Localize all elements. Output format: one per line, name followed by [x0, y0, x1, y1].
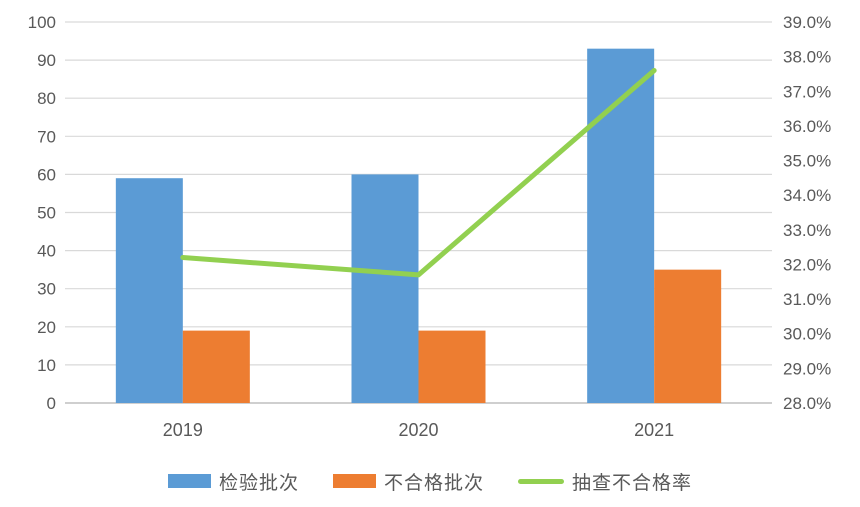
- left-axis-tick-label: 60: [37, 165, 56, 184]
- left-axis-tick-label: 70: [37, 127, 56, 146]
- left-axis-tick-label: 20: [37, 318, 56, 337]
- legend-item-failed-batches: 不合格批次: [332, 468, 484, 495]
- right-axis-tick-label: 30.0%: [783, 325, 831, 344]
- right-axis-tick-label: 33.0%: [783, 221, 831, 240]
- left-axis-tick-label: 100: [28, 13, 56, 32]
- left-axis-tick-label: 80: [37, 89, 56, 108]
- right-axis-tick-label: 34.0%: [783, 186, 831, 205]
- legend-label-failed-batches: 不合格批次: [383, 472, 484, 494]
- right-axis-tick-label: 37.0%: [783, 82, 831, 101]
- bar-inspection-batches-2021: [587, 48, 655, 404]
- right-axis-tick-label: 38.0%: [783, 48, 831, 67]
- x-axis-category-label: 2021: [634, 420, 674, 440]
- legend-swatch-failed-batches: [332, 474, 376, 488]
- bar-failed-batches-2020: [418, 330, 486, 403]
- legend-swatch-spot-check-failure-rate: [518, 478, 564, 484]
- x-axis-category-labels: 2019 2020 2021: [163, 420, 674, 440]
- bar-series: [115, 48, 722, 404]
- right-axis-tick-label: 35.0%: [783, 152, 831, 171]
- right-axis-tick-label: 32.0%: [783, 255, 831, 274]
- x-axis-category-label: 2019: [163, 420, 203, 440]
- left-axis-tick-label: 50: [37, 204, 56, 223]
- left-axis-tick-label: 0: [47, 394, 56, 413]
- legend-swatch-inspection-batches: [167, 474, 211, 488]
- bar-inspection-batches-2020: [351, 174, 419, 403]
- bar-inspection-batches-2019: [115, 178, 183, 403]
- right-axis-tick-labels: 39.0% 38.0% 37.0% 36.0% 35.0% 34.0% 33.0% 32.0%…: [783, 13, 831, 413]
- left-axis-tick-label: 30: [37, 280, 56, 299]
- left-axis-tick-label: 10: [37, 356, 56, 375]
- right-axis-tick-label: 31.0%: [783, 290, 831, 309]
- chart-legend: 检验批次 不合格批次 抽查不合格率: [0, 462, 860, 500]
- legend-item-spot-check-failure-rate: 抽查不合格率: [518, 468, 692, 495]
- bar-failed-batches-2021: [654, 269, 722, 403]
- legend-item-inspection-batches: 检验批次: [167, 468, 299, 495]
- x-axis-category-label: 2020: [398, 420, 438, 440]
- left-axis-tick-label: 90: [37, 51, 56, 70]
- line-spot-check-failure-rate: [180, 67, 657, 278]
- line-series: [180, 67, 657, 278]
- bar-failed-batches-2019: [182, 330, 250, 403]
- legend-label-inspection-batches: 检验批次: [218, 472, 299, 494]
- right-axis-tick-label: 29.0%: [783, 359, 831, 378]
- right-axis-tick-label: 36.0%: [783, 117, 831, 136]
- left-axis-tick-label: 40: [37, 242, 56, 261]
- right-axis-tick-label: 28.0%: [783, 394, 831, 413]
- right-axis-tick-label: 39.0%: [783, 13, 831, 32]
- legend-label-spot-check-failure-rate: 抽查不合格率: [572, 472, 693, 494]
